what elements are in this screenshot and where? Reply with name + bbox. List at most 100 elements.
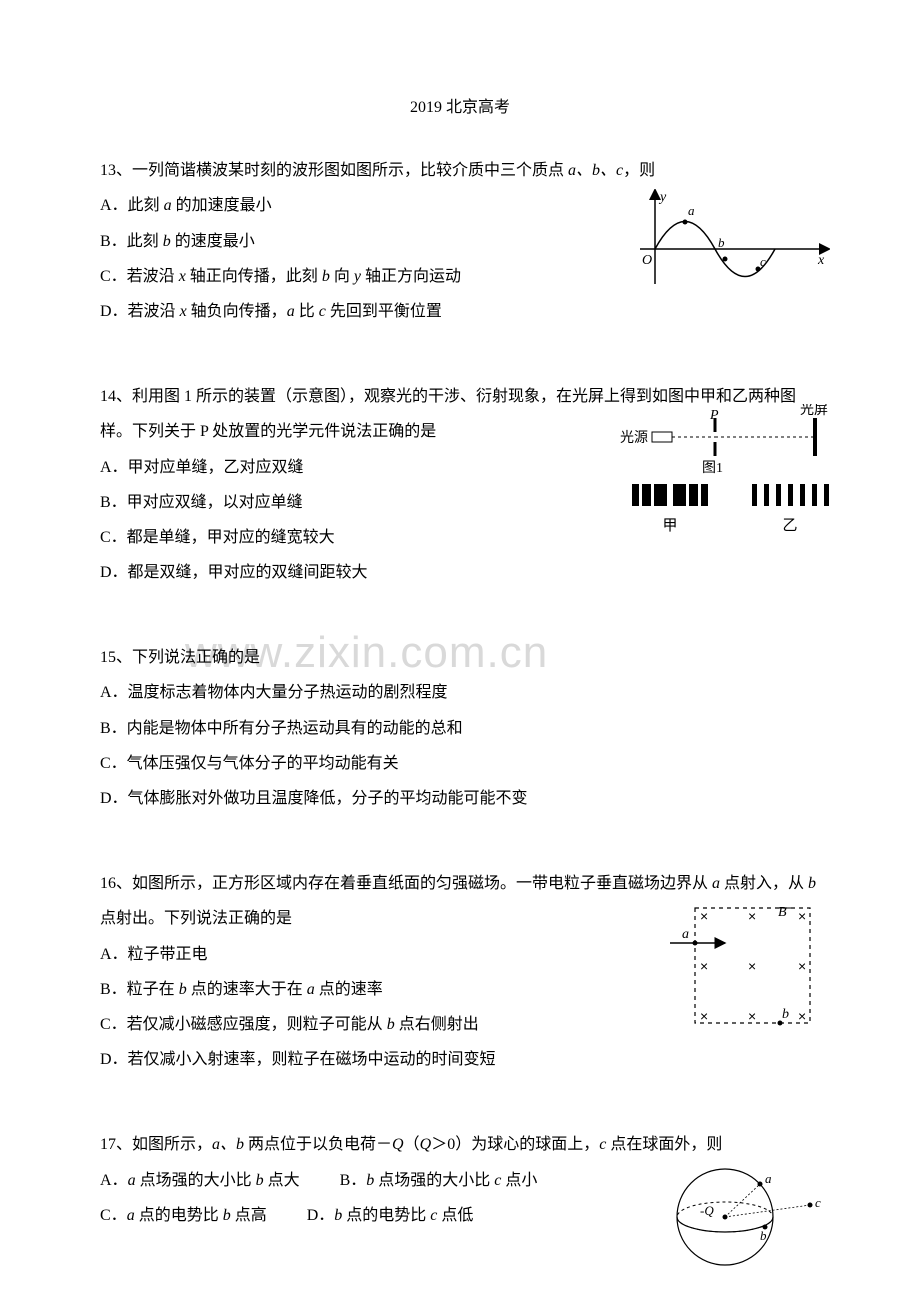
t: 点射出。下列说法正确的是 xyxy=(100,910,292,927)
t: （ xyxy=(404,1136,420,1153)
q16-figure: ××× ××× ××× B a b xyxy=(670,898,820,1028)
svg-text:×: × xyxy=(700,958,708,974)
t: a xyxy=(307,981,315,998)
t: D．若波沿 xyxy=(100,303,180,320)
q15-optC: C．气体压强仅与气体分子的平均动能有关 xyxy=(100,746,820,781)
t: C． xyxy=(100,1207,127,1224)
t: 16、如图所示，正方形区域内存在着垂直纸面的匀强磁场。一带电粒子垂直磁场边界从 xyxy=(100,875,712,892)
label-jia: 甲 xyxy=(620,510,720,543)
question-17: 17、如图所示，a、b 两点位于以负电荷－Q（Q＞0）为球心的球面上，c 点在球… xyxy=(100,1127,820,1233)
q17-optC: C．a 点的电势比 b 点高 xyxy=(100,1198,267,1233)
q15-optD: D．气体膨胀对外做功且温度降低，分子的平均动能可能不变 xyxy=(100,781,820,816)
svg-text:b: b xyxy=(760,1228,767,1243)
t: B．粒子在 xyxy=(100,981,179,998)
question-13: 13、一列简谐横波某时刻的波形图如图所示，比较介质中三个质点 a、b、c，则 A… xyxy=(100,153,820,329)
t: 点右侧射出 xyxy=(395,1016,479,1033)
q17-optA: A．a 点场强的大小比 b 点大 xyxy=(100,1163,300,1198)
t: 点在球面外，则 xyxy=(606,1136,722,1153)
t: b xyxy=(322,268,330,285)
svg-text:×: × xyxy=(748,1008,756,1024)
question-14: 14、利用图 1 所示的装置（示意图），观察光的干涉、衍射现象，在光屏上得到如图… xyxy=(100,379,820,590)
q13-intro-pre: 13、一列简谐横波某时刻的波形图如图所示，比较介质中三个质点 xyxy=(100,162,568,179)
t: a、b xyxy=(212,1136,244,1153)
t: 17、如图所示， xyxy=(100,1136,212,1153)
t: 点的速率 xyxy=(315,981,383,998)
t: A． xyxy=(100,1172,128,1189)
t: 先回到平衡位置 xyxy=(326,303,442,320)
t: b xyxy=(163,233,171,250)
svg-text:O: O xyxy=(642,253,652,268)
t: a xyxy=(164,197,172,214)
t: c xyxy=(319,303,326,320)
t: b xyxy=(387,1016,395,1033)
svg-text:a: a xyxy=(765,1171,772,1186)
t: b xyxy=(223,1207,231,1224)
t: B．此刻 xyxy=(100,233,163,250)
t: 点的速率大于在 xyxy=(187,981,307,998)
question-16: 16、如图所示，正方形区域内存在着垂直纸面的匀强磁场。一带电粒子垂直磁场边界从 … xyxy=(100,866,820,1077)
t: B． xyxy=(340,1172,367,1189)
svg-text:-Q: -Q xyxy=(700,1203,714,1218)
t: 点的电势比 xyxy=(342,1207,430,1224)
label-yi: 乙 xyxy=(740,510,840,543)
t: Q xyxy=(392,1136,404,1153)
t: Q xyxy=(420,1136,432,1153)
q13-intro: 13、一列简谐横波某时刻的波形图如图所示，比较介质中三个质点 a、b、c，则 xyxy=(100,153,820,188)
q15-optA: A．温度标志着物体内大量分子热运动的剧烈程度 xyxy=(100,675,820,710)
page-title: 2019 北京高考 xyxy=(100,90,820,125)
q17-figure: -Q a b c xyxy=(665,1157,830,1272)
t: 向 xyxy=(330,268,354,285)
svg-text:b: b xyxy=(718,235,725,250)
q16-optD: D．若仅减小入射速率，则粒子在磁场中运动的时间变短 xyxy=(100,1042,820,1077)
t: A．此刻 xyxy=(100,197,164,214)
svg-text:y: y xyxy=(658,190,667,205)
t: 轴正向传播，此刻 xyxy=(186,268,322,285)
svg-text:×: × xyxy=(700,1008,708,1024)
q13-figure: y x O a b c xyxy=(630,189,830,289)
svg-text:c: c xyxy=(760,254,766,269)
t: D． xyxy=(307,1207,335,1224)
t: 点大 xyxy=(264,1172,300,1189)
t: 点小 xyxy=(501,1172,537,1189)
t: a xyxy=(287,303,295,320)
svg-text:×: × xyxy=(798,1008,806,1024)
q14-figure-2: 甲 乙 xyxy=(620,484,840,534)
t: b xyxy=(808,875,816,892)
svg-text:a: a xyxy=(682,927,689,942)
t: b xyxy=(256,1172,264,1189)
q15-optB: B．内能是物体中所有分子热运动具有的动能的总和 xyxy=(100,711,820,746)
t: x xyxy=(180,303,187,320)
svg-text:光屏: 光屏 xyxy=(800,404,828,418)
t: x xyxy=(179,268,186,285)
q13-optD: D．若波沿 x 轴负向传播，a 比 c 先回到平衡位置 xyxy=(100,294,820,329)
t: 轴负向传播， xyxy=(187,303,287,320)
svg-text:×: × xyxy=(748,958,756,974)
svg-text:光源: 光源 xyxy=(620,430,648,446)
svg-text:a: a xyxy=(688,203,695,218)
svg-text:x: x xyxy=(817,253,825,268)
t: 点低 xyxy=(437,1207,473,1224)
svg-text:B: B xyxy=(778,905,787,920)
svg-text:×: × xyxy=(748,908,756,924)
fringe-yi: 乙 xyxy=(740,484,840,543)
q13-intro-post: ，则 xyxy=(623,162,655,179)
t: b xyxy=(179,981,187,998)
t: ＞0）为球心的球面上， xyxy=(431,1136,599,1153)
svg-text:×: × xyxy=(700,908,708,924)
t: 点射入，从 xyxy=(720,875,808,892)
q17-optB: B．b 点场强的大小比 c 点小 xyxy=(340,1163,538,1198)
question-15: 15、下列说法正确的是 A．温度标志着物体内大量分子热运动的剧烈程度 B．内能是… xyxy=(100,640,820,816)
svg-text:c: c xyxy=(815,1195,821,1210)
q15-intro: 15、下列说法正确的是 xyxy=(100,640,820,675)
q14-figure-1: 光屏 P 光源 图1 xyxy=(620,404,840,464)
t: C．若仅减小磁感应强度，则粒子可能从 xyxy=(100,1016,387,1033)
t: 点的电势比 xyxy=(135,1207,223,1224)
t: 的加速度最小 xyxy=(172,197,272,214)
t: 轴正方向运动 xyxy=(361,268,461,285)
t: 比 xyxy=(295,303,319,320)
q13-intro-ital: a、b、c xyxy=(568,162,623,179)
svg-text:×: × xyxy=(798,958,806,974)
svg-text:图1: 图1 xyxy=(702,461,723,476)
t: 点场强的大小比 xyxy=(136,1172,256,1189)
t: C．若波沿 xyxy=(100,268,179,285)
